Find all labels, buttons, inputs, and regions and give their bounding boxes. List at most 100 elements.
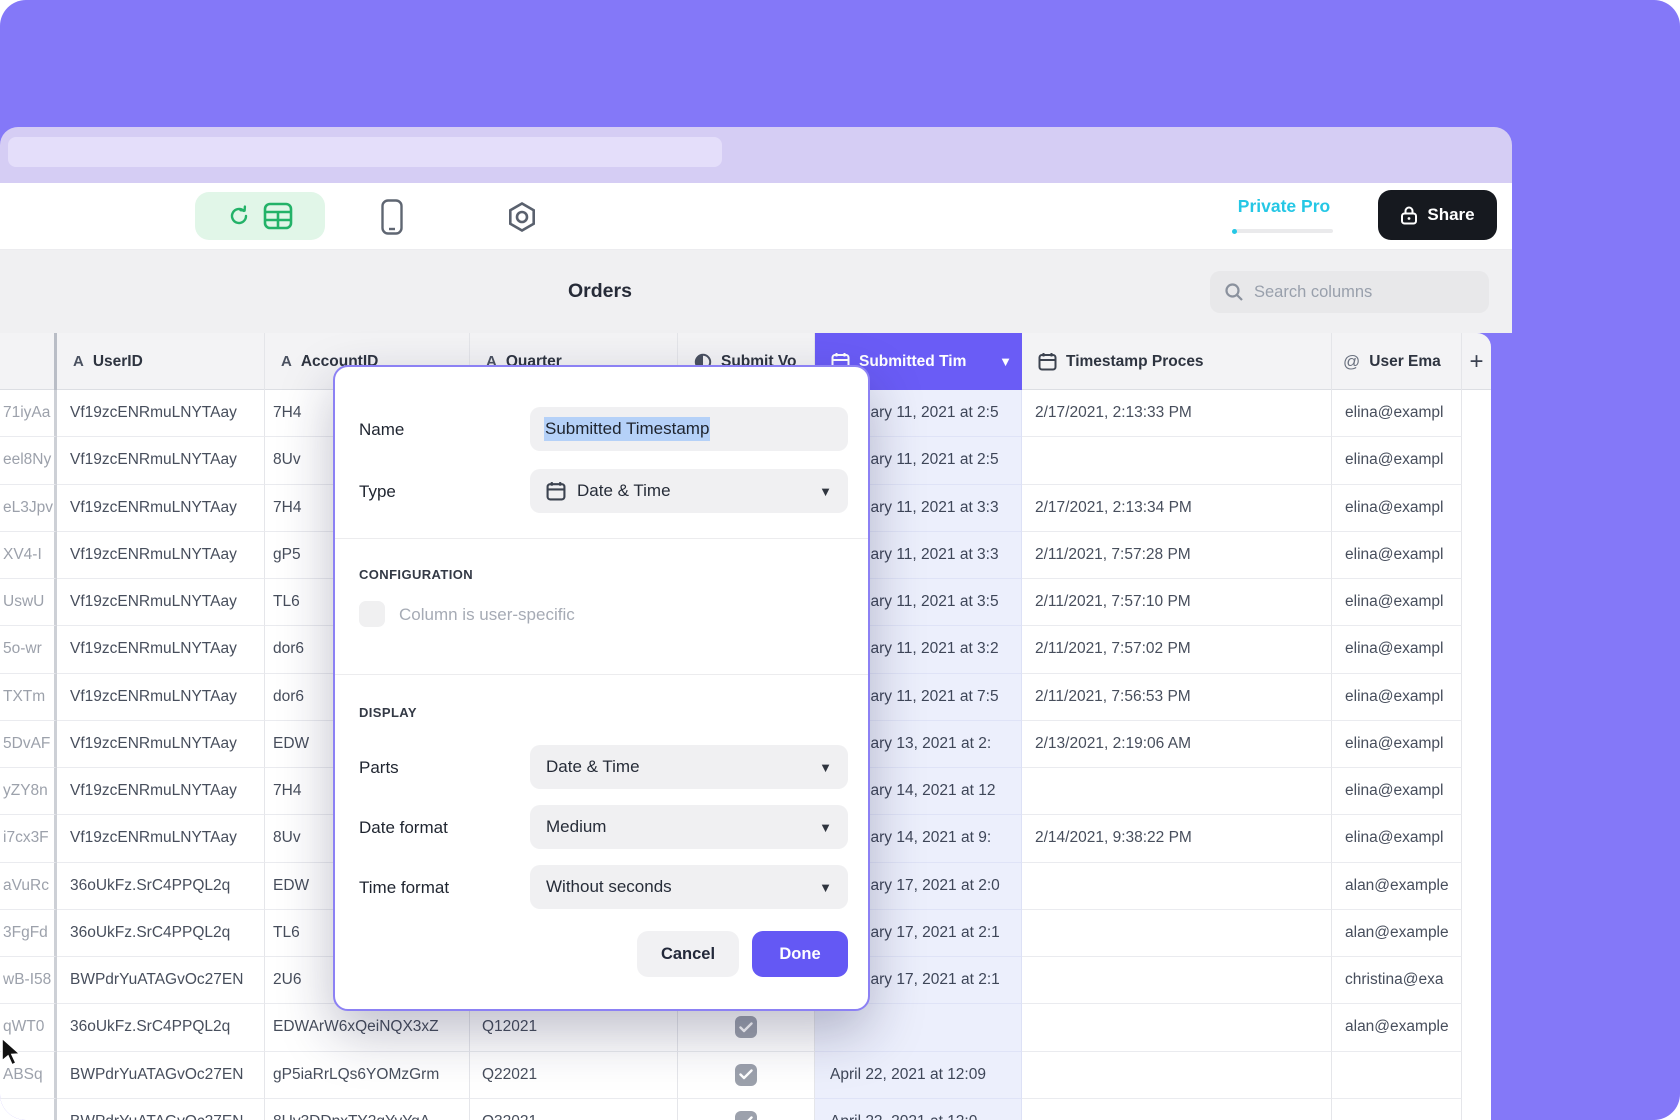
checkbox-checked-icon[interactable] — [735, 1063, 757, 1086]
cell-user[interactable]: Vf19zcENRmuLNYTAay — [57, 768, 265, 816]
cell-user[interactable]: Vf19zcENRmuLNYTAay — [57, 437, 265, 485]
address-bar[interactable] — [8, 137, 722, 167]
private-pro-link[interactable]: Private Pro — [1232, 183, 1336, 250]
cell-id[interactable] — [0, 1098, 57, 1120]
cell-id[interactable]: eL3Jpv — [0, 484, 57, 532]
cell-user[interactable]: 36oUkFz.SrC4PPQL2q — [57, 862, 265, 910]
search-columns-input[interactable]: Search columns — [1210, 271, 1489, 313]
cell-email[interactable]: elina@exampl — [1332, 437, 1462, 485]
type-select[interactable]: Date & Time ▼ — [530, 469, 848, 513]
cell-email[interactable]: elina@exampl — [1332, 815, 1462, 863]
cell-id[interactable]: wB-I58 — [0, 957, 57, 1005]
cell-user[interactable]: Vf19zcENRmuLNYTAay — [57, 815, 265, 863]
cell-user[interactable]: BWPdrYuATAGvOc27EN — [57, 957, 265, 1005]
cell-processed[interactable] — [1022, 957, 1332, 1005]
cell-email[interactable]: alan@example — [1332, 862, 1462, 910]
cell-processed[interactable] — [1022, 909, 1332, 957]
cell-email[interactable] — [1332, 1098, 1462, 1120]
cell-id[interactable]: ABSq — [0, 1051, 57, 1099]
cell-user[interactable]: BWPdrYuATAGvOc27EN — [57, 1051, 265, 1099]
cell-email[interactable]: elina@exampl — [1332, 390, 1462, 438]
parts-select[interactable]: Date & Time ▼ — [530, 745, 848, 789]
table-grid-icon[interactable] — [263, 202, 293, 230]
column-header-timestamp-processed[interactable]: Timestamp Proces — [1022, 333, 1332, 390]
column-header-user-email[interactable]: @ User Ema — [1332, 333, 1462, 390]
column-header-userid[interactable]: A UserID — [57, 333, 265, 390]
cell-vote[interactable] — [678, 1098, 815, 1120]
cell-processed[interactable]: 2/14/2021, 9:38:22 PM — [1022, 815, 1332, 863]
cell-id[interactable]: 5DvAF — [0, 720, 57, 768]
cell-id[interactable]: i7cx3F — [0, 815, 57, 863]
cell-id[interactable]: qWT0 — [0, 1004, 57, 1052]
cell-quarter[interactable]: Q32021 — [470, 1098, 678, 1120]
cell-email[interactable]: elina@exampl — [1332, 720, 1462, 768]
date-format-select[interactable]: Medium ▼ — [530, 805, 848, 849]
cell-email[interactable]: elina@exampl — [1332, 579, 1462, 627]
cell-submitted[interactable]: April 22, 2021 at 12:09 — [815, 1051, 1022, 1099]
cell-vote[interactable] — [678, 1004, 815, 1052]
phone-preview-icon[interactable] — [379, 183, 405, 250]
cancel-button[interactable]: Cancel — [637, 931, 739, 977]
cell-email[interactable]: elina@exampl — [1332, 673, 1462, 721]
cell-submitted[interactable]: April 22, 2021 at 12:0 — [815, 1098, 1022, 1120]
time-format-select[interactable]: Without seconds ▼ — [530, 865, 848, 909]
cell-processed[interactable] — [1022, 1051, 1332, 1099]
cell-account[interactable]: 8Uv3DDpxTY2qYvYqA — [265, 1098, 470, 1120]
cell-processed[interactable] — [1022, 1004, 1332, 1052]
cell-processed[interactable]: 2/11/2021, 7:57:10 PM — [1022, 579, 1332, 627]
cell-user[interactable]: Vf19zcENRmuLNYTAay — [57, 484, 265, 532]
add-column-button[interactable]: + — [1462, 333, 1491, 390]
cell-email[interactable]: alan@example — [1332, 909, 1462, 957]
cell-email[interactable]: christina@exa — [1332, 957, 1462, 1005]
cell-user[interactable]: 36oUkFz.SrC4PPQL2q — [57, 1004, 265, 1052]
cell-id[interactable]: XV4-I — [0, 531, 57, 579]
cell-id[interactable]: 5o-wr — [0, 626, 57, 674]
checkbox-checked-icon[interactable] — [735, 1016, 757, 1039]
share-button[interactable]: Share — [1378, 190, 1497, 240]
cell-id[interactable]: 71iyAa — [0, 390, 57, 438]
cell-email[interactable] — [1332, 1051, 1462, 1099]
cell-user[interactable]: Vf19zcENRmuLNYTAay — [57, 626, 265, 674]
done-button[interactable]: Done — [752, 931, 848, 977]
cell-processed[interactable]: 2/11/2021, 7:57:02 PM — [1022, 626, 1332, 674]
user-specific-checkbox[interactable] — [359, 601, 385, 627]
row-id-column-header[interactable] — [0, 333, 57, 390]
cell-user[interactable]: Vf19zcENRmuLNYTAay — [57, 390, 265, 438]
cell-quarter[interactable]: Q22021 — [470, 1051, 678, 1099]
cell-user[interactable]: BWPdrYuATAGvOc27EN — [57, 1098, 265, 1120]
cell-processed[interactable] — [1022, 437, 1332, 485]
cell-processed[interactable]: 2/11/2021, 7:57:28 PM — [1022, 531, 1332, 579]
cell-user[interactable]: Vf19zcENRmuLNYTAay — [57, 579, 265, 627]
cell-quarter[interactable]: Q12021 — [470, 1004, 678, 1052]
cell-processed[interactable] — [1022, 1098, 1332, 1120]
cell-id[interactable]: UswU — [0, 579, 57, 627]
cell-account[interactable]: EDWArW6xQeiNQX3xZ — [265, 1004, 470, 1052]
cell-id[interactable]: 3FgFd — [0, 909, 57, 957]
data-view-toggle[interactable] — [195, 192, 325, 240]
cell-email[interactable]: elina@exampl — [1332, 626, 1462, 674]
cell-user[interactable]: Vf19zcENRmuLNYTAay — [57, 720, 265, 768]
cell-processed[interactable]: 2/13/2021, 2:19:06 AM — [1022, 720, 1332, 768]
refresh-icon[interactable] — [227, 204, 251, 228]
cell-processed[interactable] — [1022, 862, 1332, 910]
cell-email[interactable]: elina@exampl — [1332, 484, 1462, 532]
name-input[interactable]: Submitted Timestamp — [530, 407, 848, 451]
cell-id[interactable]: yZY8n — [0, 768, 57, 816]
cell-user[interactable]: Vf19zcENRmuLNYTAay — [57, 673, 265, 721]
cell-email[interactable]: alan@example — [1332, 1004, 1462, 1052]
cell-processed[interactable] — [1022, 768, 1332, 816]
cell-vote[interactable] — [678, 1051, 815, 1099]
caret-down-icon[interactable]: ▼ — [999, 354, 1012, 369]
cell-processed[interactable]: 2/17/2021, 2:13:34 PM — [1022, 484, 1332, 532]
checkbox-checked-icon[interactable] — [735, 1110, 757, 1120]
cell-email[interactable]: elina@exampl — [1332, 531, 1462, 579]
hex-settings-icon[interactable] — [505, 183, 539, 250]
cell-email[interactable]: elina@exampl — [1332, 768, 1462, 816]
cell-submitted[interactable] — [815, 1004, 1022, 1052]
cell-processed[interactable]: 2/17/2021, 2:13:33 PM — [1022, 390, 1332, 438]
cell-account[interactable]: gP5iaRrLQs6YOMzGrm — [265, 1051, 470, 1099]
cell-user[interactable]: Vf19zcENRmuLNYTAay — [57, 531, 265, 579]
cell-user[interactable]: 36oUkFz.SrC4PPQL2q — [57, 909, 265, 957]
cell-id[interactable]: eel8Ny — [0, 437, 57, 485]
cell-processed[interactable]: 2/11/2021, 7:56:53 PM — [1022, 673, 1332, 721]
